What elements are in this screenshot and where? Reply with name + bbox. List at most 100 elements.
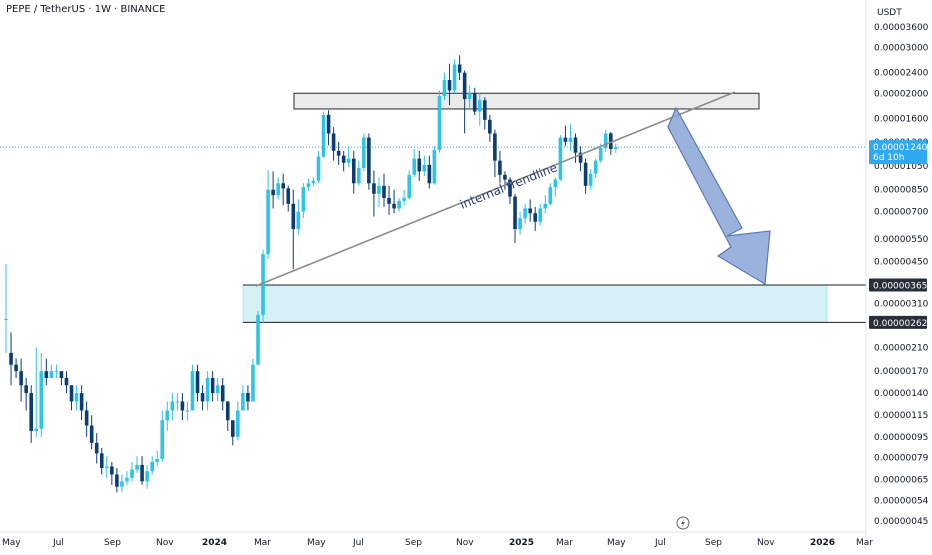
candle-body <box>180 401 185 411</box>
candle-body <box>603 133 608 149</box>
candle-body <box>513 196 517 229</box>
x-tick-label: Jul <box>654 538 666 548</box>
candle-body <box>49 371 54 378</box>
y-tick-label: 0.00003600 <box>874 23 929 33</box>
y-tick-label: 0.00002400 <box>874 69 929 79</box>
x-tick-label: Nov <box>156 538 174 548</box>
y-tick-label: 0.00000850 <box>874 186 929 196</box>
x-tick-label: Sep <box>705 538 722 548</box>
y-tick-label: 0.00000140 <box>874 389 929 399</box>
candle-body <box>528 208 532 214</box>
candle-body <box>241 393 245 411</box>
bearish-projection-arrow <box>667 106 771 286</box>
candle-body <box>523 208 527 219</box>
candle-body <box>306 183 311 188</box>
candle-body <box>200 393 205 402</box>
candle-body <box>266 189 270 255</box>
x-tick-label: Mar <box>556 538 573 548</box>
candle-body <box>382 185 386 198</box>
candle-body <box>215 385 220 394</box>
candle-body <box>155 458 159 462</box>
candle-body <box>301 187 306 212</box>
candle-body <box>422 164 427 172</box>
x-tick-label: 2026 <box>810 538 835 548</box>
candle-body <box>578 152 583 163</box>
lightning-icon[interactable] <box>676 516 690 530</box>
y-tick-label: 0.00000450 <box>874 257 929 267</box>
candle-body <box>135 464 139 470</box>
candle-body <box>392 203 396 209</box>
candle-body <box>94 442 99 454</box>
candle-body <box>351 158 356 184</box>
candle-body <box>493 133 497 161</box>
candle-body <box>14 364 18 372</box>
x-tick-label: Sep <box>405 538 422 548</box>
y-tick-label: 0.00001050 <box>874 162 929 172</box>
internal-trendline <box>255 91 736 287</box>
candle-body <box>326 114 331 134</box>
candle-body <box>220 385 225 402</box>
candle-body <box>442 79 447 97</box>
candle-body <box>261 254 265 315</box>
candle-body <box>457 64 462 73</box>
candle-body <box>336 150 341 156</box>
candle-body <box>256 314 260 365</box>
candle-body <box>553 179 558 188</box>
candle-body <box>79 393 84 411</box>
candle-body <box>568 137 573 142</box>
candles-group <box>4 55 618 493</box>
candle-body <box>407 174 411 198</box>
candle-body <box>397 200 401 209</box>
candle-body <box>346 158 351 163</box>
candle-body <box>548 187 553 204</box>
y-tick-label: 0.00000310 <box>874 299 929 309</box>
price-tag-label: 0.00000365 <box>873 282 927 292</box>
candle-body <box>341 155 346 163</box>
candle-body <box>362 137 366 169</box>
candle-body <box>110 466 114 475</box>
y-tick-label: 0.00003000 <box>874 44 929 54</box>
x-tick-label: May <box>307 538 326 548</box>
candle-body <box>432 149 437 184</box>
candle-body <box>498 160 502 175</box>
candle-body <box>543 203 548 209</box>
candle-body <box>205 377 210 402</box>
candle-body <box>29 393 33 431</box>
candle-body <box>281 183 285 189</box>
candle-body <box>19 371 23 386</box>
candle-body <box>357 168 361 184</box>
resistance-zone <box>293 92 760 110</box>
x-tick-label: Jul <box>52 538 64 548</box>
candle-body <box>24 385 28 394</box>
candle-body <box>195 371 200 394</box>
candle-body <box>367 137 371 184</box>
candle-body <box>387 197 391 204</box>
candle-body <box>170 401 175 411</box>
candle-body <box>115 474 119 487</box>
currency-label: USDT <box>877 8 902 18</box>
candle-body <box>165 410 170 421</box>
candle-body <box>583 162 588 186</box>
y-tick-label: 0.00000550 <box>874 235 929 245</box>
candle-body <box>296 211 301 229</box>
candle-body <box>231 420 235 437</box>
candle-body <box>452 64 457 91</box>
candle-body <box>508 179 512 197</box>
price-axis-panel <box>866 0 932 550</box>
x-tick-label: Nov <box>456 538 474 548</box>
candle-body <box>598 148 603 161</box>
candle-body <box>4 319 8 321</box>
candle-body <box>74 393 79 402</box>
candle-body <box>125 477 129 482</box>
price-tag <box>869 315 927 329</box>
candle-body <box>140 464 144 482</box>
x-tick-label: Sep <box>104 538 121 548</box>
candle-body <box>210 377 215 394</box>
y-tick-label: 0.00002000 <box>874 89 929 99</box>
candle-body <box>331 133 336 151</box>
x-tick-label: May <box>607 538 626 548</box>
candle-body <box>538 208 543 222</box>
candle-body <box>417 158 422 172</box>
